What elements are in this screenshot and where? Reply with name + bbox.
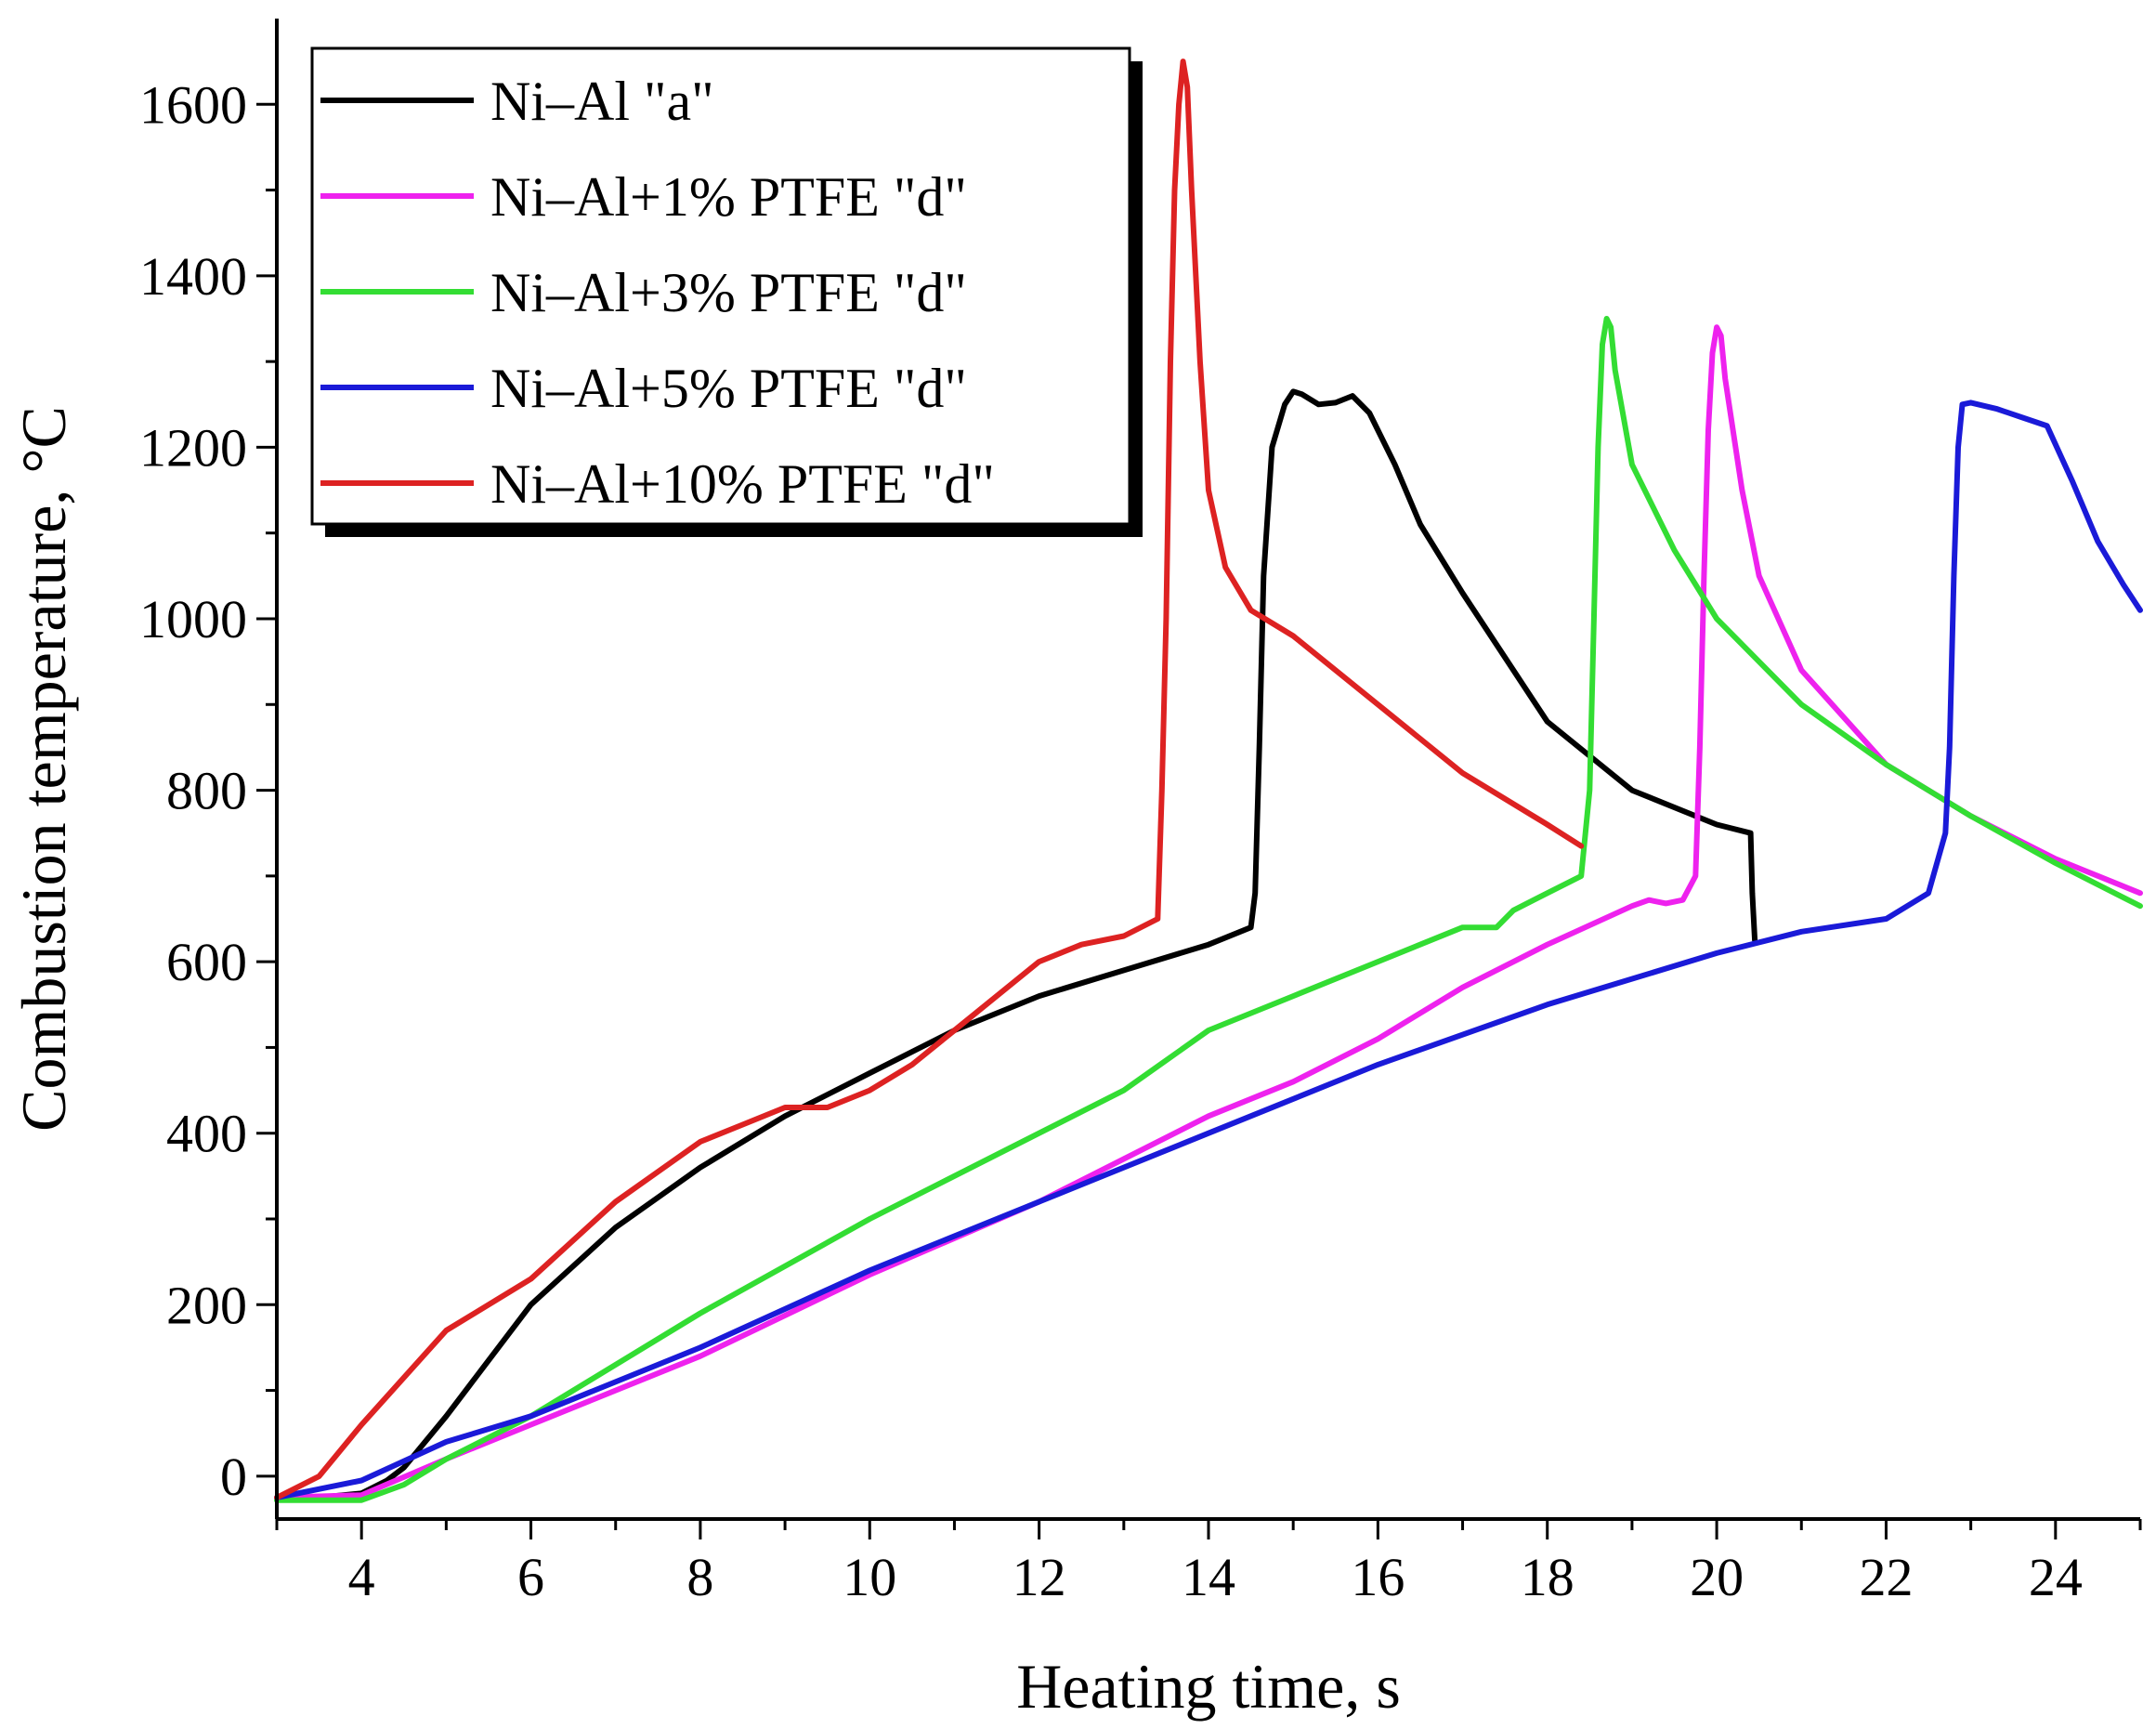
x-axis-title: Heating time, s [1016,1651,1401,1722]
x-tick-label: 22 [1859,1547,1913,1607]
series-line-1 [274,388,1758,1500]
legend-label-1: Ni–Al "a" [490,71,714,132]
y-tick-label: 1400 [139,246,247,307]
legend-label-5: Ni–Al+10% PTFE "d" [490,453,995,515]
x-tick-label: 14 [1182,1547,1235,1607]
x-tick-label: 12 [1013,1547,1066,1607]
y-tick-label: 1200 [139,417,247,478]
x-tick-label: 18 [1521,1547,1575,1607]
legend-label-4: Ni–Al+5% PTFE "d" [490,358,967,419]
series-layer [274,59,2143,1503]
y-axis-title: Combustion temperature, °C [8,406,79,1132]
series-line-2 [274,324,2143,1500]
x-tick-label: 16 [1351,1547,1405,1607]
x-tick-label: 6 [517,1547,544,1607]
y-tick-label: 200 [166,1275,247,1335]
series-line-3 [274,316,2143,1503]
y-tick-label: 1600 [139,74,247,135]
legend-label-3: Ni–Al+3% PTFE "d" [490,262,967,323]
y-tick-label: 1000 [139,589,247,649]
legend-label-2: Ni–Al+1% PTFE "d" [490,166,967,228]
series-line-5 [274,59,1585,1500]
x-tick-label: 8 [686,1547,713,1607]
axes-layer: 4 6 8 10 12 14 16 18 20 22 24 0 200 400 600 800 1000 1200… [139,19,2142,1607]
x-tick-label: 4 [348,1547,375,1607]
y-tick-label: 600 [166,932,247,992]
x-tick-label: 20 [1690,1547,1744,1607]
legend-box [310,46,1131,526]
y-tick-label: 0 [220,1447,247,1507]
y-tick-label: 400 [166,1104,247,1164]
y-tick-label: 800 [166,761,247,821]
series-line-4 [274,400,2143,1500]
legend: Ni–Al "a" Ni–Al+1% PTFE "d" Ni–Al+3% PTFE … [310,46,1143,537]
x-tick-label: 10 [843,1547,896,1607]
x-tick-label: 24 [2029,1547,2083,1607]
